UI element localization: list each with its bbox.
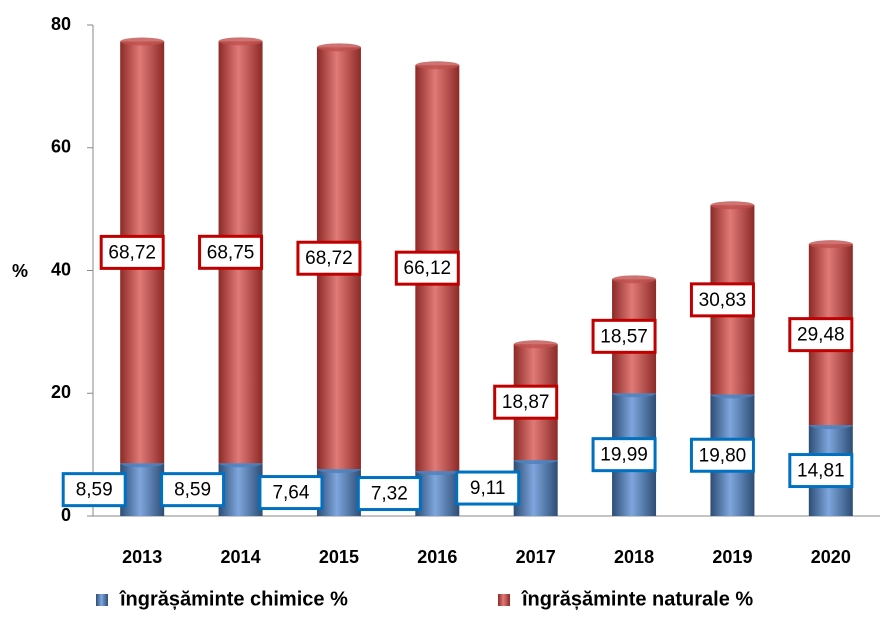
legend-label: îngrășăminte chimice %	[119, 588, 348, 610]
value-label-box	[61, 472, 127, 508]
bar-cap	[710, 201, 755, 210]
value-label-box	[198, 234, 264, 270]
value-label: 19,80	[699, 445, 747, 466]
value-label-box	[689, 437, 755, 473]
x-tick-label: 2013	[122, 547, 162, 567]
value-label-box	[99, 234, 165, 270]
value-label: 7,64	[272, 483, 309, 504]
bar-segment	[415, 471, 460, 516]
value-label: 29,48	[797, 325, 845, 346]
value-label: 68,72	[108, 242, 156, 263]
bar-segment	[513, 460, 558, 516]
bar-cap	[415, 61, 460, 70]
value-label: 18,57	[600, 326, 648, 347]
bar-cap	[808, 240, 853, 249]
bar-cap	[120, 37, 165, 46]
x-tick-label: 2018	[614, 547, 654, 567]
value-label-box	[455, 470, 521, 506]
value-label-box	[356, 476, 422, 512]
value-label-box	[296, 240, 362, 276]
value-label-box	[591, 437, 657, 473]
value-label: 30,83	[699, 290, 747, 311]
value-label-box	[788, 317, 854, 353]
bar-segment	[120, 463, 165, 516]
value-label-box	[591, 318, 657, 354]
value-label-box	[258, 475, 324, 511]
value-label: 66,12	[404, 258, 452, 279]
value-label: 68,75	[207, 242, 255, 263]
y-tick-label: 20	[51, 382, 71, 402]
bar-cap	[612, 275, 657, 284]
value-label-box	[394, 250, 460, 286]
y-tick-label: 60	[51, 137, 71, 157]
value-label-box	[493, 384, 559, 420]
bar-cap	[316, 43, 361, 52]
value-label-box	[689, 282, 755, 318]
value-label-box	[160, 472, 226, 508]
value-label: 14,81	[797, 461, 845, 482]
legend-swatch	[498, 594, 510, 606]
x-tick-label: 2014	[221, 547, 261, 567]
y-tick-label: 80	[51, 14, 71, 34]
value-label: 8,59	[76, 480, 113, 501]
value-label: 9,11	[470, 478, 506, 499]
y-axis-label: %	[12, 261, 28, 281]
x-tick-label: 2016	[417, 547, 457, 567]
value-label: 8,59	[174, 480, 211, 501]
value-label: 7,32	[371, 484, 408, 505]
x-tick-label: 2019	[712, 547, 752, 567]
legend-swatch	[96, 594, 108, 606]
x-tick-label: 2015	[319, 547, 359, 567]
y-tick-label: 40	[51, 259, 71, 279]
bar-segment	[218, 463, 263, 516]
legend-label: îngrășăminte naturale %	[521, 588, 753, 610]
bar-cap	[218, 37, 263, 46]
value-label-box	[788, 453, 854, 489]
value-label: 19,99	[600, 445, 648, 466]
bar-cap	[513, 340, 558, 349]
y-tick-label: 0	[61, 505, 71, 525]
value-label: 68,72	[305, 248, 353, 269]
value-label: 18,87	[502, 392, 550, 413]
bar-segment	[316, 469, 361, 516]
x-tick-label: 2020	[811, 547, 851, 567]
x-tick-label: 2017	[516, 547, 556, 567]
